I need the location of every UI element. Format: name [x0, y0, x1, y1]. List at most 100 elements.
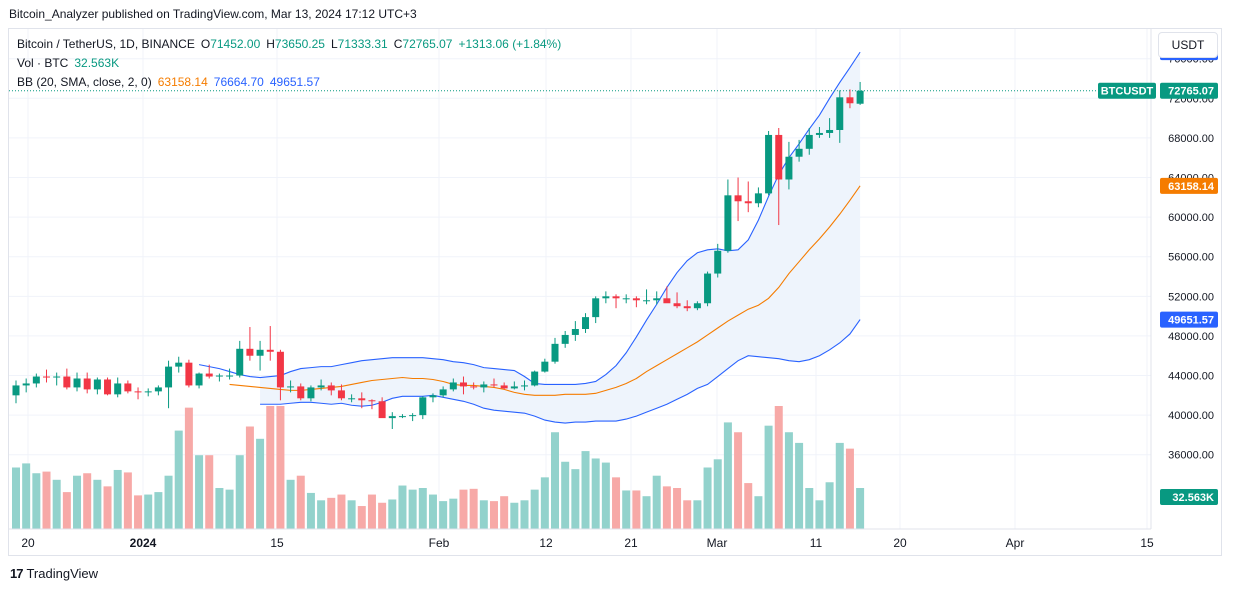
last-price-label-text: 72765.07 — [1168, 86, 1214, 98]
candle-body — [612, 296, 620, 299]
price-labels: 76664.7072765.0763158.1449651.5732.563KB… — [1098, 44, 1218, 505]
volume-bar — [622, 490, 631, 529]
symbol-title[interactable]: Bitcoin / TetherUS, 1D, BINANCE — [17, 37, 195, 51]
volume-bar — [825, 482, 834, 529]
volume-bar — [215, 488, 224, 529]
brand-name: TradingView — [26, 566, 99, 581]
candle-body — [785, 156, 793, 180]
volume-bar — [551, 432, 560, 529]
time-tick-label: Apr — [1006, 536, 1025, 550]
time-tick-label: 12 — [539, 536, 553, 550]
candle-body — [846, 97, 854, 104]
currency-button[interactable]: USDT — [1158, 32, 1218, 58]
candle-body — [856, 90, 864, 104]
candle-body — [531, 371, 539, 386]
candle-body — [114, 383, 122, 395]
candle-body — [22, 383, 30, 386]
volume-label[interactable]: Vol · BTC — [17, 56, 69, 70]
candle-body — [104, 379, 112, 395]
volume-bar — [256, 438, 265, 529]
price-tick-label: 40000.00 — [1168, 410, 1214, 422]
candle-body — [734, 195, 742, 202]
volume-bar — [520, 500, 529, 529]
candle-body — [358, 398, 366, 401]
time-tick-label: 20 — [893, 536, 907, 550]
candle-body — [622, 298, 630, 300]
price-tick-label: 52000.00 — [1168, 291, 1214, 303]
last-price-label-box — [1160, 82, 1218, 99]
candle-body — [439, 389, 447, 396]
volume-bar — [22, 463, 31, 529]
time-tick-label: 2024 — [130, 536, 157, 550]
price-axis: 76000.0072000.0068000.0064000.0060000.00… — [1150, 29, 1214, 529]
volume-label: 32.563K — [1160, 489, 1218, 505]
candle-body — [470, 386, 478, 388]
candle-body — [307, 387, 315, 399]
candle-body — [93, 379, 101, 390]
candle-body — [663, 298, 671, 304]
volume-bar — [164, 475, 173, 529]
chart-frame — [8, 28, 1222, 556]
volume-bar — [723, 422, 732, 529]
candle-body — [236, 348, 244, 376]
close-key: C — [393, 37, 403, 51]
low-key: L — [330, 37, 338, 51]
price-tick-label: 68000.00 — [1168, 133, 1214, 145]
volume-bar — [93, 479, 102, 529]
volume-bar — [469, 488, 478, 529]
published-line: Bitcoin_Analyzer published on TradingVie… — [9, 7, 417, 21]
volume-bar — [378, 502, 387, 529]
candle-body — [693, 303, 701, 309]
volume-bar — [134, 495, 143, 529]
time-tick-label: Mar — [707, 536, 728, 550]
volume-bar — [123, 472, 132, 529]
candle-body — [317, 385, 325, 388]
volume-bar — [713, 459, 722, 529]
bb-middle-label: 63158.14 — [1160, 177, 1218, 194]
legend: Bitcoin / TetherUS, 1D, BINANCE O 71452.0… — [17, 35, 567, 92]
candle-body — [551, 343, 559, 362]
candle-body — [73, 378, 81, 388]
candle-body — [134, 391, 142, 393]
volume-bar — [784, 432, 793, 529]
volume-bar — [337, 494, 346, 529]
candle-body — [297, 386, 305, 399]
volume-bar — [612, 477, 621, 529]
volume-bar — [693, 500, 702, 529]
candle-body — [205, 373, 213, 377]
volume-bar — [205, 455, 214, 529]
bb-lower-label: 49651.57 — [1160, 311, 1218, 328]
volume-bar — [561, 461, 570, 529]
volume-bar — [734, 432, 743, 529]
candle-body — [429, 395, 437, 398]
candle-body — [409, 415, 417, 417]
candle-body — [276, 351, 284, 388]
candle-body — [175, 362, 183, 367]
volume-bar — [449, 498, 458, 529]
candle-body — [337, 390, 345, 399]
volume-bar — [601, 462, 610, 529]
volume-bar — [703, 467, 712, 529]
candle-body — [765, 134, 773, 194]
candle-body — [795, 148, 803, 157]
bollinger-band-fill — [260, 52, 861, 424]
volume-bar — [459, 489, 468, 529]
volume-bar — [500, 496, 509, 529]
volume-bar — [439, 501, 448, 529]
volume-bar — [367, 494, 376, 529]
candle-body — [826, 129, 834, 133]
volume-bar — [306, 492, 315, 529]
volume-bar — [42, 471, 51, 529]
candle-body — [673, 303, 681, 307]
bb-lower-label-box — [1160, 311, 1218, 328]
volume-bar — [479, 500, 488, 529]
volume-bar — [845, 448, 854, 529]
bb-upper-line — [198, 51, 861, 385]
candle-body — [256, 349, 264, 356]
last-price-label: 72765.07 — [1160, 82, 1218, 99]
volume-bar — [774, 406, 783, 529]
footer-brand[interactable]: 17 TradingView — [10, 566, 98, 581]
bb-label[interactable]: BB (20, SMA, close, 2, 0) — [17, 75, 152, 89]
volume-bar — [540, 477, 549, 529]
